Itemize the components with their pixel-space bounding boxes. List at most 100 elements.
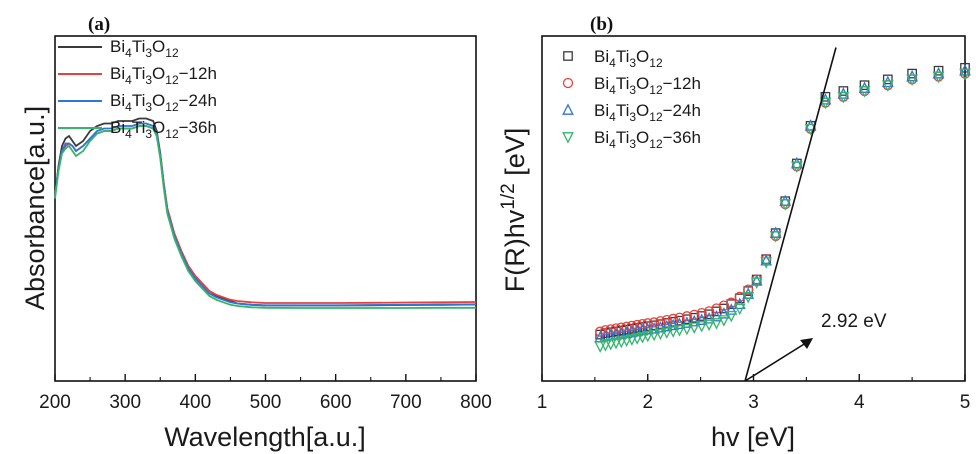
- panel-b-point: [779, 199, 792, 211]
- legend-label-part: O: [636, 128, 649, 147]
- panel-b-point: [837, 91, 850, 104]
- panel-b-x-tick-label: 5: [960, 392, 971, 413]
- panel-a-legend-label: Bi4Ti3O12−24h: [110, 91, 217, 114]
- panel-b-point: [610, 323, 622, 334]
- panel-b-point: [641, 330, 654, 343]
- panel-b-legend-marker: [562, 77, 574, 89]
- legend-label-part: O: [152, 37, 165, 56]
- panel-b-x-ticks: 1 2 3 4 5: [537, 374, 971, 413]
- legend-label-part: 12: [649, 137, 663, 151]
- legend-label-part: −12h: [179, 64, 217, 83]
- panel-b-point: [695, 313, 708, 325]
- panel-b-point: [858, 86, 871, 98]
- panel-b-point: [726, 297, 737, 308]
- panel-a-x-tick-label: 200: [39, 392, 71, 413]
- panel-b-point: [626, 334, 638, 346]
- legend-label-part: 4: [125, 46, 132, 60]
- panel-b-point: [642, 318, 653, 329]
- legend-label-part: Ti: [132, 37, 146, 56]
- panel-b-point: [660, 319, 673, 332]
- legend-label-part: 12: [649, 83, 663, 97]
- panel-a-x-ticks: 200 300 400 500 600 700 800: [39, 374, 492, 413]
- panel-a-plot-frame: [54, 35, 477, 382]
- panel-b-annotation-arrowhead: [800, 338, 814, 349]
- panel-a-legend: Bi4Ti3O12Bi4Ti3O12−12hBi4Ti3O12−24hBi4Ti…: [58, 37, 217, 141]
- panel-b-point: [742, 287, 755, 299]
- panel-b-point: [655, 316, 666, 327]
- panel-b-point: [637, 319, 648, 330]
- panel-b-point: [718, 315, 730, 327]
- legend-label-part: 3: [629, 83, 636, 97]
- panel-b-point: [790, 156, 803, 169]
- panel-b-y-axis-label: F(R)hv1/2 [eV]: [498, 128, 530, 292]
- legend-label-part: O: [636, 47, 649, 66]
- panel-b-point: [688, 322, 701, 334]
- panel-b-point: [654, 328, 667, 341]
- panel-b-point: [631, 333, 644, 345]
- legend-label-part: 4: [125, 100, 132, 114]
- panel-a-legend-label: Bi4Ti3O12−12h: [110, 64, 217, 87]
- panel-b-point: [626, 320, 638, 332]
- panel-b-point: [725, 310, 738, 323]
- panel-b-point: [632, 319, 643, 331]
- panel-b-point: [820, 91, 831, 102]
- legend-label-part: Bi: [110, 91, 125, 110]
- panel-a-series-line-4: [54, 125, 476, 309]
- panel-b-point: [710, 318, 723, 330]
- panel-b-point: [906, 69, 918, 82]
- legend-label-part: Bi: [110, 37, 125, 56]
- panel-a-x-tick-label: 500: [250, 392, 282, 413]
- legend-label-part: 12: [649, 56, 663, 70]
- legend-label-part: O: [152, 91, 165, 110]
- panel-b-y-axis-label-unit: [eV]: [500, 128, 530, 184]
- panel-b-point: [750, 274, 763, 286]
- legend-label-part: −24h: [179, 91, 217, 110]
- panel-b-point: [819, 93, 832, 105]
- panel-b-tangent-line: [744, 47, 837, 382]
- legend-label-part: Bi: [110, 118, 125, 137]
- panel-b-point: [594, 341, 607, 353]
- panel-a-x-axis-label: Wavelength[a.u.]: [164, 422, 366, 452]
- panel-b-point: [932, 66, 945, 79]
- legend-label-part: 4: [609, 110, 616, 124]
- legend-label-part: 3: [145, 73, 152, 87]
- panel-b-label: (b): [590, 14, 613, 35]
- legend-label-part: 3: [145, 127, 152, 141]
- panel-b-point: [696, 307, 707, 319]
- legend-label-part: Ti: [616, 47, 630, 66]
- panel-b-point: [620, 335, 633, 348]
- panel-a-x-tick-label: 300: [109, 392, 141, 413]
- panel-b-point: [660, 327, 673, 339]
- panel-b-point: [733, 303, 746, 316]
- legend-label-part: Ti: [132, 64, 146, 83]
- panel-b-x-axis-label: hv [eV]: [711, 422, 795, 452]
- legend-label-part: 4: [609, 83, 616, 97]
- legend-label-part: 3: [629, 137, 636, 151]
- panel-a-x-tick-label: 700: [390, 392, 422, 413]
- panel-b-point: [881, 80, 894, 92]
- legend-label-part: 12: [165, 127, 179, 141]
- legend-label-part: 4: [125, 127, 132, 141]
- panel-b-point: [674, 312, 685, 323]
- legend-label-part: Bi: [594, 128, 609, 147]
- panel-b-point: [689, 309, 700, 321]
- panel-b-point: [654, 321, 667, 333]
- legend-label-part: O: [152, 64, 165, 83]
- panel-b-point: [636, 332, 649, 344]
- panel-a-legend-label: Bi4Ti3O12−36h: [110, 118, 217, 141]
- legend-label-part: 4: [609, 137, 616, 151]
- panel-b-point: [932, 71, 945, 84]
- panel-b-point: [667, 326, 679, 338]
- panel-a-x-tick-label: 600: [320, 392, 352, 413]
- panel-b-point: [648, 322, 660, 334]
- panel-b-legend-label: Bi4Ti3O12: [594, 47, 663, 70]
- panel-b-point: [661, 314, 672, 326]
- panel-b-point: [838, 86, 849, 96]
- panel-b-legend-marker: [562, 132, 574, 144]
- panel-b-point: [648, 317, 660, 328]
- panel-b-point: [667, 313, 679, 325]
- legend-label-part: 12: [165, 73, 179, 87]
- legend-label-part: −36h: [179, 118, 217, 137]
- panel-b-point: [907, 68, 917, 79]
- legend-label-part: 3: [629, 110, 636, 124]
